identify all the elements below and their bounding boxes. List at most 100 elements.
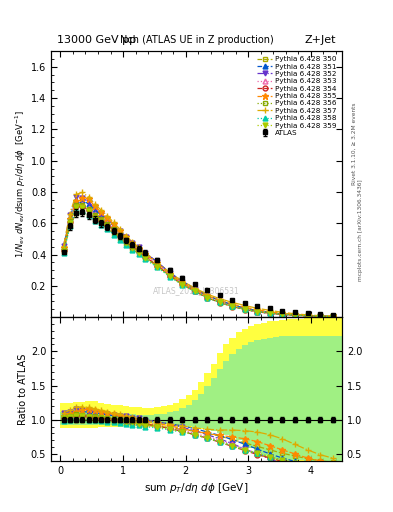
Pythia 6.428 354 (167, 273, 172, 279)
Pythia 6.428 354 (205, 294, 210, 301)
Pythia 6.428 351 (143, 249, 147, 255)
Pythia 6.428 355 (61, 245, 66, 251)
Pythia 6.428 355 (205, 293, 210, 299)
Pythia 6.428 355 (193, 287, 197, 293)
Pythia 6.428 357 (130, 239, 135, 245)
Pythia 6.428 358 (74, 208, 79, 214)
Pythia 6.428 358 (193, 288, 197, 294)
Pythia 6.428 358 (68, 223, 72, 229)
Pythia 6.428 350 (86, 212, 91, 219)
Pythia 6.428 351 (155, 259, 160, 265)
Pythia 6.428 351 (280, 311, 285, 317)
Pythia 6.428 350 (205, 293, 210, 299)
Pythia 6.428 354 (193, 288, 197, 294)
Pythia 6.428 350 (305, 312, 310, 318)
Pythia 6.428 356 (61, 246, 66, 252)
Pythia 6.428 350 (143, 255, 147, 261)
Pythia 6.428 353 (280, 311, 285, 317)
Pythia 6.428 358 (205, 294, 210, 301)
Pythia 6.428 359 (111, 228, 116, 234)
Pythia 6.428 355 (330, 313, 335, 319)
Pythia 6.428 350 (74, 210, 79, 216)
Pythia 6.428 354 (92, 213, 97, 219)
Pythia 6.428 358 (167, 274, 172, 280)
Pythia 6.428 352 (118, 228, 122, 234)
Text: ATLAS_2014_I1306531: ATLAS_2014_I1306531 (153, 286, 240, 295)
Pythia 6.428 357 (318, 313, 322, 319)
Pythia 6.428 354 (105, 222, 110, 228)
Pythia 6.428 354 (86, 207, 91, 214)
Pythia 6.428 354 (330, 313, 335, 319)
Pythia 6.428 351 (92, 207, 97, 213)
Pythia 6.428 353 (167, 272, 172, 278)
Pythia 6.428 358 (92, 218, 97, 224)
Line: Pythia 6.428 351: Pythia 6.428 351 (61, 197, 335, 319)
Pythia 6.428 350 (318, 313, 322, 319)
Pythia 6.428 356 (130, 243, 135, 249)
Pythia 6.428 352 (143, 249, 147, 255)
Pythia 6.428 353 (80, 201, 85, 207)
Pythia 6.428 356 (330, 313, 335, 319)
Pythia 6.428 352 (318, 313, 322, 319)
Pythia 6.428 355 (99, 209, 103, 215)
Pythia 6.428 353 (92, 211, 97, 217)
Pythia 6.428 358 (330, 313, 335, 319)
Y-axis label: Ratio to ATLAS: Ratio to ATLAS (18, 353, 28, 424)
Pythia 6.428 351 (330, 313, 335, 319)
Pythia 6.428 358 (218, 300, 222, 306)
Pythia 6.428 353 (268, 310, 272, 316)
Pythia 6.428 355 (130, 240, 135, 246)
Pythia 6.428 356 (255, 309, 260, 315)
Pythia 6.428 353 (68, 217, 72, 223)
Pythia 6.428 359 (242, 306, 247, 312)
Pythia 6.428 357 (124, 233, 129, 239)
Pythia 6.428 356 (143, 253, 147, 260)
Pythia 6.428 355 (68, 216, 72, 222)
Pythia 6.428 351 (218, 297, 222, 304)
Pythia 6.428 350 (193, 287, 197, 293)
Pythia 6.428 354 (130, 244, 135, 250)
Pythia 6.428 350 (118, 236, 122, 242)
Pythia 6.428 355 (124, 234, 129, 241)
Pythia 6.428 352 (105, 216, 110, 222)
Pythia 6.428 359 (68, 220, 72, 226)
Pythia 6.428 354 (74, 203, 79, 209)
Pythia 6.428 356 (280, 311, 285, 317)
Pythia 6.428 358 (130, 247, 135, 253)
Pythia 6.428 350 (80, 209, 85, 216)
Pythia 6.428 359 (136, 250, 141, 256)
Pythia 6.428 356 (293, 312, 298, 318)
Pythia 6.428 354 (293, 312, 298, 318)
Pythia 6.428 359 (74, 204, 79, 210)
Pythia 6.428 354 (99, 218, 103, 224)
Pythia 6.428 359 (61, 248, 66, 254)
Pythia 6.428 354 (155, 263, 160, 269)
Text: mcplots.cern.ch [arXiv:1306.3436]: mcplots.cern.ch [arXiv:1306.3436] (358, 180, 363, 281)
Pythia 6.428 359 (143, 255, 147, 261)
Pythia 6.428 352 (92, 205, 97, 211)
Pythia 6.428 358 (136, 251, 141, 257)
Pythia 6.428 350 (111, 230, 116, 237)
Pythia 6.428 352 (155, 259, 160, 265)
Pythia 6.428 352 (305, 313, 310, 319)
Pythia 6.428 351 (180, 278, 185, 284)
Pythia 6.428 357 (193, 285, 197, 291)
Line: Pythia 6.428 350: Pythia 6.428 350 (61, 210, 335, 318)
Pythia 6.428 359 (280, 311, 285, 317)
Pythia 6.428 351 (105, 217, 110, 223)
Text: Rivet 3.1.10, ≥ 3.2M events: Rivet 3.1.10, ≥ 3.2M events (352, 102, 357, 185)
Pythia 6.428 355 (305, 312, 310, 318)
Pythia 6.428 357 (205, 291, 210, 297)
Line: Pythia 6.428 359: Pythia 6.428 359 (61, 204, 335, 319)
Pythia 6.428 359 (167, 273, 172, 280)
Pythia 6.428 359 (230, 303, 235, 309)
Pythia 6.428 355 (111, 221, 116, 227)
Pythia 6.428 356 (136, 248, 141, 254)
Pythia 6.428 357 (180, 278, 185, 284)
Pythia 6.428 358 (255, 309, 260, 315)
Pythia 6.428 352 (86, 199, 91, 205)
Pythia 6.428 353 (143, 252, 147, 258)
Pythia 6.428 359 (124, 240, 129, 246)
Pythia 6.428 352 (80, 195, 85, 201)
Pythia 6.428 351 (136, 245, 141, 251)
